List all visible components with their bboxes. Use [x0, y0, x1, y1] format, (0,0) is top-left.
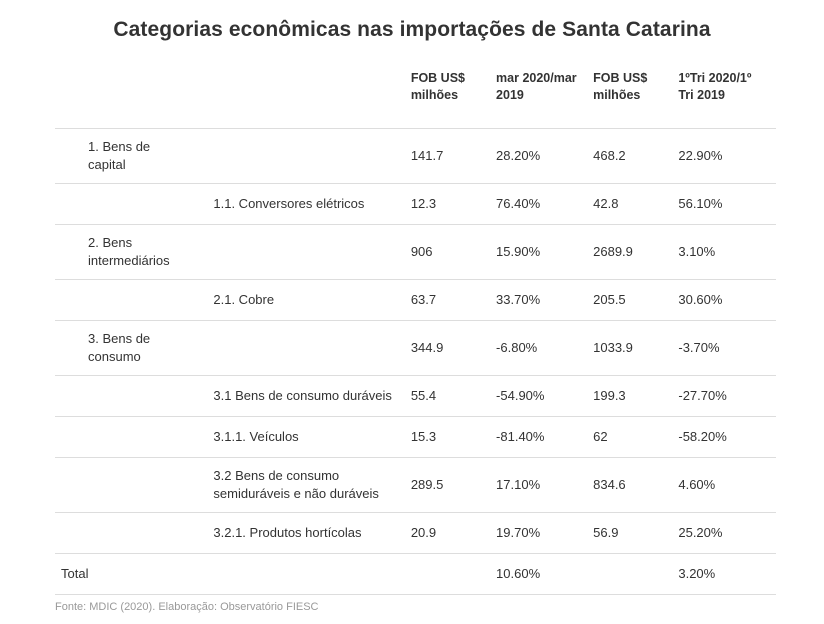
fob-quarter-cell: 1033.9: [585, 320, 671, 376]
category-cell: [55, 457, 196, 513]
fob-quarter-cell: 205.5: [585, 279, 671, 321]
var-quarter-cell: 56.10%: [670, 183, 776, 225]
var-quarter-cell: 30.60%: [670, 279, 776, 321]
header-row: FOB US$ milhões mar 2020/mar 2019 FOB US…: [55, 64, 776, 129]
header-cell: FOB US$ milhões: [402, 64, 489, 129]
var-quarter-cell: 25.20%: [670, 512, 776, 554]
subcategory-cell: 3.2.1. Produtos hortícolas: [195, 512, 403, 554]
category-cell: [55, 416, 196, 458]
var-month-cell: 19.70%: [488, 512, 586, 554]
category-cell: [55, 512, 196, 554]
fob-quarter-cell: 2689.9: [585, 224, 671, 280]
fob-quarter-cell: [585, 553, 671, 595]
subcategory-cell: 3.1.1. Veículos: [195, 416, 403, 458]
header-cell: mar 2020/mar 2019: [488, 64, 586, 129]
var-quarter-cell: 3.20%: [670, 553, 776, 595]
var-month-cell: 10.60%: [488, 553, 586, 595]
fob-month-cell: 63.7: [402, 279, 489, 321]
subcategory-cell: [195, 320, 403, 376]
fob-quarter-cell: 834.6: [585, 457, 671, 513]
var-month-cell: -6.80%: [488, 320, 586, 376]
subcategory-cell: [195, 553, 403, 595]
fob-month-cell: [402, 553, 489, 595]
var-quarter-cell: -27.70%: [670, 375, 776, 417]
table-row: 2. Bens intermediários 906 15.90% 2689.9…: [55, 224, 776, 280]
header-cell: [195, 64, 403, 129]
fob-month-cell: 55.4: [402, 375, 489, 417]
subcategory-cell: [195, 224, 403, 280]
var-month-cell: -54.90%: [488, 375, 586, 417]
table-row: 3. Bens de consumo 344.9 -6.80% 1033.9 -…: [55, 320, 776, 376]
fob-quarter-cell: 62: [585, 416, 671, 458]
var-quarter-cell: 3.10%: [670, 224, 776, 280]
var-month-cell: 28.20%: [488, 128, 586, 184]
table-row: 1. Bens de capital 141.7 28.20% 468.2 22…: [55, 128, 776, 184]
fob-month-cell: 141.7: [402, 128, 489, 184]
header-cell: FOB US$ milhões: [585, 64, 671, 129]
fob-month-cell: 15.3: [402, 416, 489, 458]
total-row: Total 10.60% 3.20%: [55, 553, 776, 595]
fob-month-cell: 344.9: [402, 320, 489, 376]
var-month-cell: 33.70%: [488, 279, 586, 321]
header-cell: [55, 64, 196, 129]
category-cell: [55, 279, 196, 321]
category-cell: 2. Bens intermediários: [55, 224, 196, 280]
var-quarter-cell: -3.70%: [670, 320, 776, 376]
subcategory-cell: 2.1. Cobre: [195, 279, 403, 321]
subcategory-cell: 1.1. Conversores elétricos: [195, 183, 403, 225]
subcategory-cell: [195, 128, 403, 184]
source-note: Fonte: MDIC (2020). Elaboração: Observat…: [55, 601, 319, 613]
var-quarter-cell: 4.60%: [670, 457, 776, 513]
var-month-cell: 15.90%: [488, 224, 586, 280]
fob-month-cell: 12.3: [402, 183, 489, 225]
subcategory-cell: 3.2 Bens de consumo semiduráveis e não d…: [195, 457, 403, 513]
category-cell: [55, 183, 196, 225]
table-row: 3.2 Bens de consumo semiduráveis e não d…: [55, 457, 776, 513]
fob-quarter-cell: 42.8: [585, 183, 671, 225]
subcategory-cell: 3.1 Bens de consumo duráveis: [195, 375, 403, 417]
var-quarter-cell: 22.90%: [670, 128, 776, 184]
fob-quarter-cell: 56.9: [585, 512, 671, 554]
header-cell: 1ºTri 2020/1º Tri 2019: [670, 64, 776, 129]
table-row: 1.1. Conversores elétricos 12.3 76.40% 4…: [55, 183, 776, 225]
category-cell: 1. Bens de capital: [55, 128, 196, 184]
fob-quarter-cell: 468.2: [585, 128, 671, 184]
fob-month-cell: 906: [402, 224, 489, 280]
category-cell: Total: [55, 553, 196, 595]
table-row: 2.1. Cobre 63.7 33.70% 205.5 30.60%: [55, 279, 776, 321]
fob-month-cell: 20.9: [402, 512, 489, 554]
table-title: Categorias econômicas nas importações de…: [113, 18, 711, 41]
table-row: 3.1 Bens de consumo duráveis 55.4 -54.90…: [55, 375, 776, 417]
table-row: 3.2.1. Produtos hortícolas 20.9 19.70% 5…: [55, 512, 776, 554]
category-cell: 3. Bens de consumo: [55, 320, 196, 376]
var-month-cell: -81.40%: [488, 416, 586, 458]
var-month-cell: 17.10%: [488, 457, 586, 513]
imports-table: FOB US$ milhões mar 2020/mar 2019 FOB US…: [55, 64, 776, 595]
category-cell: [55, 375, 196, 417]
table-row: 3.1.1. Veículos 15.3 -81.40% 62 -58.20%: [55, 416, 776, 458]
fob-quarter-cell: 199.3: [585, 375, 671, 417]
var-month-cell: 76.40%: [488, 183, 586, 225]
fob-month-cell: 289.5: [402, 457, 489, 513]
var-quarter-cell: -58.20%: [670, 416, 776, 458]
